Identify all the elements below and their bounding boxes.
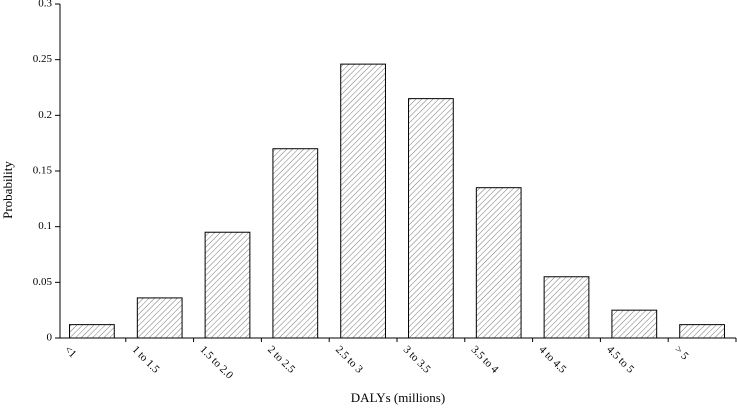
x-tick-label: 2 to 2.5 — [265, 344, 297, 376]
x-tick-label: 4 to 4.5 — [536, 344, 568, 376]
x-tick-label: 1 to 1.5 — [130, 344, 162, 376]
bar — [69, 324, 115, 339]
x-tick-label: 3 to 3.5 — [401, 344, 433, 376]
bar — [340, 63, 386, 339]
x-tick-label: 1.5 to 2.0 — [197, 344, 235, 382]
x-tick-label: 4.5 to 5 — [604, 344, 636, 376]
y-tick-label: 0.2 — [38, 109, 52, 121]
bar — [475, 187, 522, 339]
y-tick-label: 0 — [47, 332, 53, 344]
y-tick-label: 0.25 — [33, 53, 53, 65]
x-tick-label: <1 — [62, 344, 79, 361]
x-tick-label: 3.5 to 4 — [469, 344, 501, 376]
y-tick-label: 0.05 — [33, 276, 53, 288]
x-tick-label: 2.5 to 3 — [333, 344, 365, 376]
bar — [543, 276, 590, 339]
y-tick-label: 0.15 — [33, 165, 53, 177]
x-axis-title: DALYs (millions) — [351, 390, 445, 405]
bar — [204, 231, 251, 339]
bar — [408, 98, 454, 339]
bar — [679, 324, 725, 339]
x-tick-label: > 5 — [672, 344, 691, 363]
bar — [272, 148, 319, 339]
bar — [611, 309, 658, 339]
bar — [136, 297, 183, 339]
y-axis-title: Probability — [0, 161, 15, 219]
y-tick-label: 0.3 — [38, 0, 52, 10]
y-tick-label: 0.1 — [38, 220, 52, 232]
